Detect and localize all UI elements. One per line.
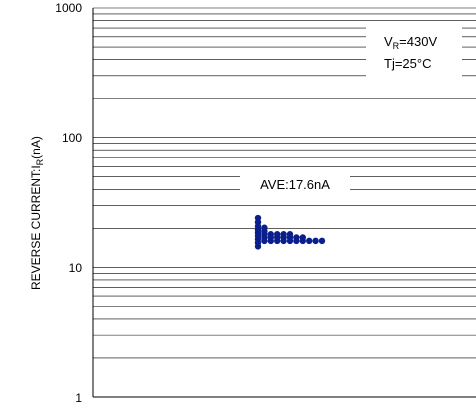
data-point xyxy=(293,234,300,241)
voltage-condition-main: V xyxy=(384,34,393,49)
voltage-condition: VR=430V xyxy=(384,34,437,51)
y-tick-label-1000: 1000 xyxy=(55,1,82,15)
data-points xyxy=(254,214,326,250)
data-point xyxy=(306,237,313,245)
data-point xyxy=(312,237,319,245)
voltage-condition-sub: R xyxy=(393,41,400,51)
temperature-condition: Tj=25°C xyxy=(384,56,431,71)
data-point xyxy=(286,231,294,238)
data-point xyxy=(254,214,262,222)
y-axis-title: REVERSE CURRENT:IR(nA) xyxy=(29,136,45,290)
data-point xyxy=(318,237,326,245)
data-point xyxy=(261,224,268,231)
y-axis-title-unit: (nA) xyxy=(29,136,43,159)
y-axis-title-sub: R xyxy=(35,158,45,165)
y-axis-title-main: REVERSE CURRENT:I xyxy=(29,165,43,290)
data-point xyxy=(274,231,281,238)
average-annotation: AVE:17.6nA xyxy=(260,177,330,192)
average-annotation-box xyxy=(240,168,350,200)
y-tick-label-100: 100 xyxy=(62,131,82,145)
data-point xyxy=(280,231,287,238)
y-tick-label-1: 1 xyxy=(75,391,82,405)
condition-annotation-box xyxy=(366,22,462,80)
data-point xyxy=(299,234,306,241)
voltage-condition-value: =430V xyxy=(399,34,437,49)
data-point xyxy=(267,231,274,238)
y-tick-label-10: 10 xyxy=(69,261,83,275)
